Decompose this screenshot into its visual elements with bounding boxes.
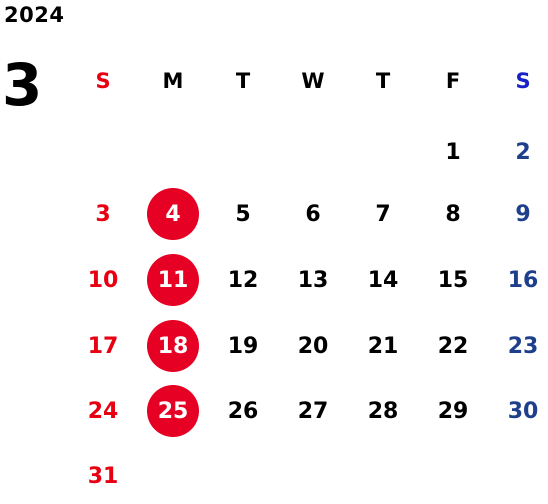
day-cell: 25: [138, 383, 208, 439]
day-cell: 12: [227, 267, 259, 293]
highlighted-day-circle: 11: [147, 254, 199, 306]
day-cell: 31: [87, 463, 119, 489]
day-cell: 26: [227, 398, 259, 424]
day-cell: 9: [515, 201, 531, 227]
day-cell: 19: [227, 333, 259, 359]
month-number: 3: [2, 51, 43, 119]
day-cell: 28: [367, 398, 399, 424]
day-cell: 10: [87, 267, 119, 293]
highlighted-day-circle: 4: [147, 188, 199, 240]
day-cell: 20: [297, 333, 329, 359]
year-label: 2024: [4, 3, 65, 27]
day-cell: 5: [235, 201, 251, 227]
day-cell: 29: [437, 398, 469, 424]
day-cell: 15: [437, 267, 469, 293]
highlighted-day-circle: 18: [147, 320, 199, 372]
day-cell: 14: [367, 267, 399, 293]
day-cell: 24: [87, 398, 119, 424]
day-cell: 17: [87, 333, 119, 359]
day-cell: 8: [445, 201, 461, 227]
day-cell: 18: [138, 318, 208, 374]
day-cell: 27: [297, 398, 329, 424]
highlighted-day-circle: 25: [147, 385, 199, 437]
day-cell: 3: [95, 201, 111, 227]
weekday-header: T: [375, 69, 391, 93]
day-cell: 23: [507, 333, 539, 359]
day-cell: 11: [138, 252, 208, 308]
day-cell: 2: [515, 139, 531, 165]
day-cell: 7: [375, 201, 391, 227]
weekday-header: W: [301, 69, 325, 93]
weekday-header: M: [162, 69, 184, 93]
day-cell: 22: [437, 333, 469, 359]
day-cell: 30: [507, 398, 539, 424]
day-cell: 6: [305, 201, 321, 227]
day-cell: 13: [297, 267, 329, 293]
day-cell: 21: [367, 333, 399, 359]
weekday-header: T: [235, 69, 251, 93]
day-cell: 1: [445, 139, 461, 165]
weekday-header: S: [95, 69, 111, 93]
day-cell: 4: [138, 186, 208, 242]
weekday-header: S: [515, 69, 531, 93]
day-cell: 16: [507, 267, 539, 293]
weekday-header: F: [445, 69, 461, 93]
